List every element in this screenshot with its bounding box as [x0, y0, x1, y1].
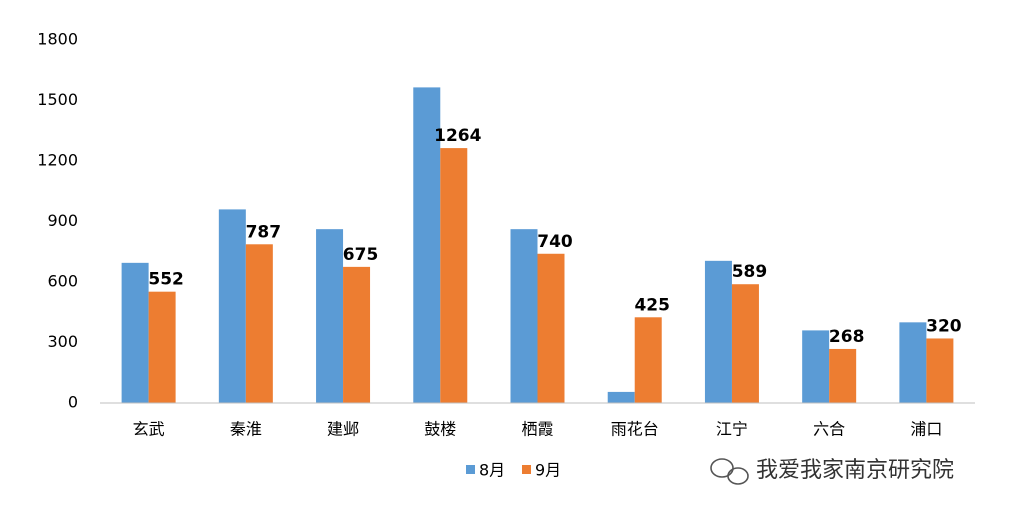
bar	[607, 391, 635, 403]
bar	[634, 317, 662, 403]
value-label: 740	[537, 232, 573, 252]
bar	[731, 284, 759, 403]
bar	[537, 253, 565, 403]
bar	[510, 229, 538, 403]
x-tick-label: 江宁	[716, 420, 748, 439]
bar	[121, 262, 149, 403]
x-tick-label: 雨花台	[611, 420, 659, 439]
x-tick-label: 鼓楼	[424, 420, 456, 439]
bar	[413, 87, 441, 404]
bar	[704, 260, 732, 403]
y-tick-label: 1200	[37, 151, 78, 170]
value-label: 552	[148, 270, 184, 290]
value-label: 589	[732, 262, 768, 282]
bar	[926, 338, 954, 403]
bar	[148, 291, 176, 403]
x-tick-label: 建邺	[327, 420, 359, 439]
legend-label: 9月	[535, 461, 561, 480]
bar	[316, 229, 344, 403]
y-tick-label: 900	[47, 211, 78, 230]
y-tick-label: 300	[47, 332, 78, 351]
x-tick-label: 六合	[813, 420, 845, 439]
value-label: 675	[343, 245, 379, 265]
value-label: 320	[926, 316, 962, 336]
y-tick-label: 1500	[37, 90, 78, 109]
value-label: 787	[246, 222, 282, 242]
x-tick-label: 浦口	[910, 420, 942, 439]
value-label: 1264	[434, 126, 481, 146]
x-tick-label: 秦淮	[230, 420, 262, 439]
bar	[802, 330, 830, 403]
bar	[440, 148, 468, 403]
y-tick-label: 1800	[37, 30, 78, 49]
legend-swatch	[522, 465, 531, 474]
bar	[245, 244, 273, 403]
y-tick-label: 600	[47, 272, 78, 291]
value-label: 268	[829, 327, 865, 347]
x-tick-label: 栖霞	[521, 420, 553, 439]
bar	[218, 209, 246, 403]
bar	[343, 266, 371, 403]
bar	[829, 348, 857, 403]
legend-label: 8月	[479, 461, 505, 480]
bar	[899, 322, 927, 403]
y-tick-label: 0	[68, 393, 78, 412]
watermark-icon	[710, 458, 749, 485]
x-tick-label: 玄武	[133, 420, 165, 439]
watermark: 我爱我家南京研究院	[756, 458, 954, 483]
value-label: 425	[634, 295, 670, 315]
legend-swatch	[466, 465, 475, 474]
